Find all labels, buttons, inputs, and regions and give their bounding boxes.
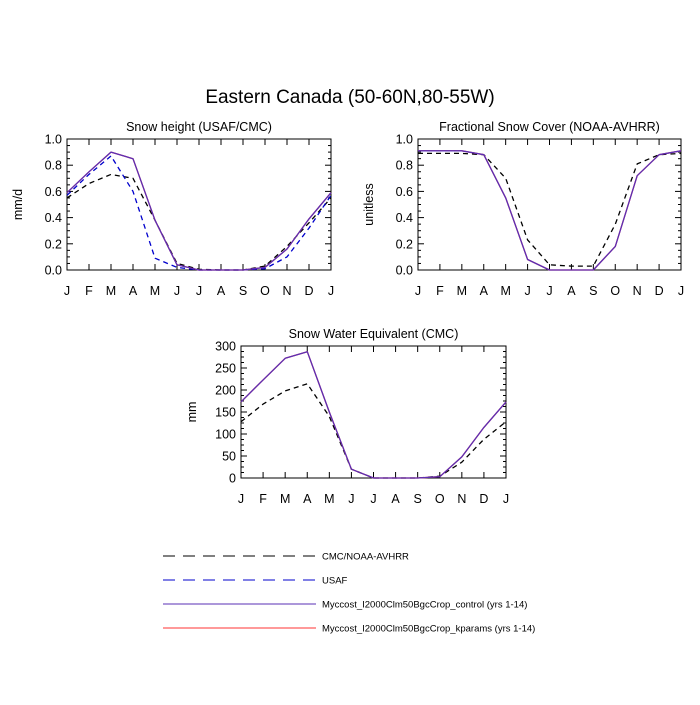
x-tick-label: F bbox=[259, 492, 267, 506]
panel-title: Fractional Snow Cover (NOAA-AVHRR) bbox=[439, 120, 660, 134]
x-tick-label: S bbox=[413, 492, 421, 506]
y-tick-label: 200 bbox=[215, 384, 236, 398]
legend-item: USAF bbox=[163, 576, 348, 587]
x-tick-label: O bbox=[260, 284, 270, 298]
x-tick-label: J bbox=[238, 492, 244, 506]
series-line-usaf bbox=[66, 155, 332, 271]
x-tick-label: A bbox=[391, 492, 400, 506]
y-tick-label: 1.0 bbox=[45, 133, 62, 147]
x-tick-label: F bbox=[85, 284, 93, 298]
x-tick-label: A bbox=[303, 492, 312, 506]
y-tick-label: 50 bbox=[222, 450, 236, 464]
plot-frame bbox=[240, 345, 507, 479]
y-tick-label: 0 bbox=[229, 472, 236, 486]
x-tick-label: M bbox=[280, 492, 290, 506]
legend-label: Myccost_I2000Clm50BgcCrop_kparams (yrs 1… bbox=[322, 624, 535, 635]
panel-title: Snow Water Equivalent (CMC) bbox=[289, 327, 459, 341]
series-line-myccost-i2000clm50bgccrop-kparams-yrs-1-14 bbox=[66, 151, 332, 271]
x-tick-label: D bbox=[655, 284, 664, 298]
x-tick-label: A bbox=[217, 284, 226, 298]
x-tick-label: M bbox=[324, 492, 334, 506]
y-tick-label: 300 bbox=[215, 340, 236, 354]
x-tick-label: N bbox=[633, 284, 642, 298]
y-tick-label: 0.4 bbox=[45, 211, 62, 225]
chart-panel-1: Snow height (USAF/CMC) mm/d 0.0 0.2 0.4 0.6 0.… bbox=[11, 120, 334, 298]
legend-item: CMC/NOAA-AVHRR bbox=[163, 552, 409, 563]
legend-label: USAF bbox=[322, 576, 348, 587]
series-line-myccost-i2000clm50bgccrop-control-yrs-1-14 bbox=[418, 150, 682, 271]
x-tick-label: J bbox=[524, 284, 530, 298]
x-tick-label: S bbox=[589, 284, 597, 298]
figure-title: Eastern Canada (50-60N,80-55W) bbox=[205, 87, 494, 108]
series-line-cmc-noaa-avhrr bbox=[66, 173, 332, 271]
x-tick-label: J bbox=[174, 284, 180, 298]
y-tick-label: 0.0 bbox=[45, 264, 62, 278]
x-tick-label: N bbox=[457, 492, 466, 506]
x-tick-label: J bbox=[328, 284, 334, 298]
x-tick-label: M bbox=[457, 284, 467, 298]
x-tick-label: J bbox=[503, 492, 509, 506]
panel-title: Snow height (USAF/CMC) bbox=[126, 120, 272, 134]
y-tick-label: 150 bbox=[215, 406, 236, 420]
series-line-myccost-i2000clm50bgccrop-control-yrs-1-14 bbox=[66, 151, 332, 271]
x-tick-label: J bbox=[678, 284, 684, 298]
x-tick-label: J bbox=[64, 284, 70, 298]
y-tick-label: 100 bbox=[215, 428, 236, 442]
x-tick-label: J bbox=[348, 492, 354, 506]
y-tick-label: 0.4 bbox=[396, 211, 413, 225]
y-axis-label: mm/d bbox=[11, 189, 25, 220]
legend: CMC/NOAA-AVHRR USAF Myccost_I2000Clm50BgcC… bbox=[163, 552, 535, 635]
y-tick-label: 0.0 bbox=[396, 264, 413, 278]
series-line-cmc-noaa-avhrr bbox=[418, 152, 682, 267]
legend-label: Myccost_I2000Clm50BgcCrop_control (yrs 1… bbox=[322, 600, 527, 611]
x-tick-label: N bbox=[282, 284, 291, 298]
x-tick-label: A bbox=[567, 284, 576, 298]
series-line-cmc-noaa-avhrr bbox=[240, 383, 507, 479]
x-tick-label: O bbox=[435, 492, 445, 506]
y-axis-label: mm bbox=[185, 402, 199, 423]
x-tick-label: M bbox=[150, 284, 160, 298]
x-tick-label: J bbox=[196, 284, 202, 298]
x-tick-label: J bbox=[370, 492, 376, 506]
x-tick-label: F bbox=[436, 284, 444, 298]
x-tick-label: A bbox=[480, 284, 489, 298]
x-tick-label: D bbox=[304, 284, 313, 298]
panels: Snow height (USAF/CMC) mm/d 0.0 0.2 0.4 0.6 0.… bbox=[11, 120, 684, 506]
x-tick-label: D bbox=[479, 492, 488, 506]
series-line-myccost-i2000clm50bgccrop-kparams-yrs-1-14 bbox=[240, 351, 507, 479]
plot-frame bbox=[417, 138, 682, 271]
chart-panel-2: Fractional Snow Cover (NOAA-AVHRR) unitle… bbox=[362, 120, 684, 298]
y-axis-label: unitless bbox=[362, 183, 376, 225]
y-tick-label: 0.8 bbox=[396, 159, 413, 173]
series-line-myccost-i2000clm50bgccrop-control-yrs-1-14 bbox=[240, 351, 507, 479]
chart-panel-3: Snow Water Equivalent (CMC) mm 0 50 100 150 20… bbox=[185, 327, 509, 506]
x-tick-label: M bbox=[500, 284, 510, 298]
y-tick-label: 0.2 bbox=[396, 237, 413, 251]
y-tick-label: 1.0 bbox=[396, 133, 413, 147]
legend-item: Myccost_I2000Clm50BgcCrop_control (yrs 1… bbox=[163, 600, 527, 611]
legend-item: Myccost_I2000Clm50BgcCrop_kparams (yrs 1… bbox=[163, 624, 535, 635]
y-tick-label: 250 bbox=[215, 362, 236, 376]
y-tick-label: 0.2 bbox=[45, 237, 62, 251]
y-tick-label: 0.8 bbox=[45, 159, 62, 173]
y-tick-label: 0.6 bbox=[396, 185, 413, 199]
legend-label: CMC/NOAA-AVHRR bbox=[322, 552, 409, 563]
series-line-myccost-i2000clm50bgccrop-kparams-yrs-1-14 bbox=[418, 150, 682, 271]
x-tick-label: M bbox=[106, 284, 116, 298]
y-tick-label: 0.6 bbox=[45, 185, 62, 199]
x-tick-label: A bbox=[129, 284, 138, 298]
x-tick-label: J bbox=[415, 284, 421, 298]
x-tick-label: J bbox=[546, 284, 552, 298]
x-tick-label: S bbox=[239, 284, 247, 298]
x-tick-label: O bbox=[610, 284, 620, 298]
